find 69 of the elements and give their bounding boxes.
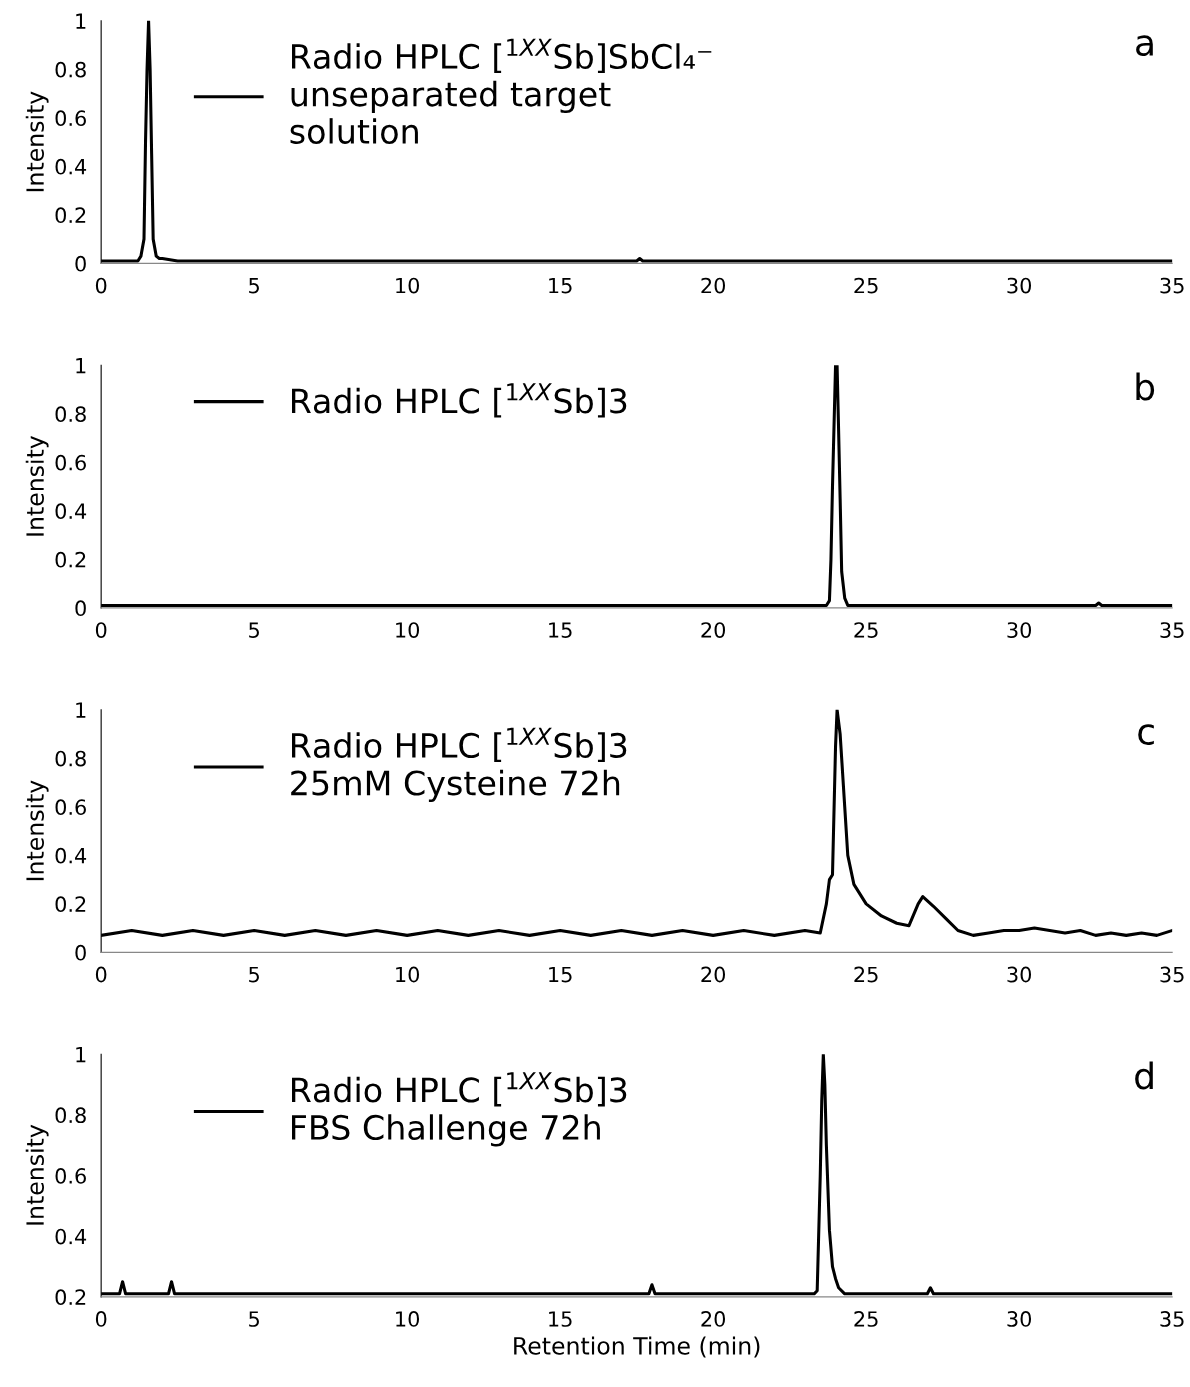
y-tick-label: 1: [76, 13, 86, 29]
x-tick-label: 30: [1007, 1311, 1032, 1327]
y-tick-label: 0.6: [55, 454, 86, 471]
y-tick-label: 0.2: [55, 896, 86, 913]
legend-label: Radio HPLC [$^{1XX}$Sb]3 FBS Challenge 72h: [292, 1072, 627, 1147]
x-tick-label: 20: [701, 1311, 726, 1327]
x-tick-label: 35: [1160, 277, 1184, 294]
x-tick-label: 30: [1007, 966, 1032, 983]
x-tick-label: 25: [854, 966, 878, 983]
y-tick-label: 0.4: [55, 503, 87, 520]
x-tick-label: 5: [249, 277, 259, 294]
x-tick-label: 10: [396, 277, 420, 294]
x-tick-label: 5: [249, 622, 259, 638]
x-tick-label: 10: [396, 966, 420, 983]
y-tick-label: 0.2: [55, 207, 86, 224]
x-tick-label: 25: [854, 277, 878, 294]
legend-label: Radio HPLC [$^{1XX}$Sb]3: [292, 383, 627, 418]
x-tick-label: 25: [854, 622, 878, 638]
x-axis-title: Retention Time (min): [514, 1336, 760, 1358]
x-tick-label: 0: [95, 277, 107, 294]
y-tick-label: 0.2: [55, 551, 86, 568]
x-tick-label: 30: [1007, 622, 1032, 638]
y-axis-title: Intensity: [25, 1124, 49, 1225]
annotation: b: [1136, 372, 1155, 401]
y-tick-label: 0.6: [55, 799, 86, 816]
x-tick-label: 0: [95, 966, 107, 983]
y-tick-label: 0.2: [55, 1289, 86, 1306]
y-axis-title: Intensity: [25, 435, 49, 536]
legend-label: Radio HPLC [$^{1XX}$Sb]SbCl₄⁻ unseparated target solution: [290, 38, 712, 144]
x-tick-label: 30: [1007, 277, 1032, 294]
x-tick-label: 15: [549, 966, 572, 983]
x-tick-label: 25: [854, 1311, 878, 1327]
legend-label: Radio HPLC [$^{1XX}$Sb]3 25mM Cysteine 72h: [291, 727, 627, 803]
y-tick-label: 0.4: [55, 158, 87, 175]
y-tick-label: 1: [76, 1046, 86, 1063]
y-tick-label: 0: [75, 255, 86, 272]
x-tick-label: 35: [1160, 966, 1184, 983]
x-tick-label: 35: [1160, 1311, 1184, 1327]
y-tick-label: 0: [75, 600, 86, 617]
y-axis-title: Intensity: [25, 780, 49, 881]
y-tick-label: 0.8: [55, 750, 86, 767]
y-axis-title: Intensity: [25, 91, 49, 192]
x-tick-label: 20: [701, 966, 726, 983]
x-tick-label: 10: [396, 622, 420, 638]
x-tick-label: 35: [1160, 622, 1184, 638]
y-tick-label: 1: [76, 702, 86, 718]
annotation: c: [1138, 724, 1154, 745]
y-tick-label: 0.8: [55, 406, 86, 423]
y-tick-label: 0.4: [55, 1228, 87, 1245]
y-tick-label: 0: [75, 944, 86, 961]
x-tick-label: 15: [549, 1311, 572, 1327]
x-tick-label: 10: [396, 1311, 420, 1327]
annotation: a: [1136, 35, 1153, 57]
y-tick-label: 1: [76, 358, 86, 374]
x-tick-label: 20: [701, 277, 726, 294]
y-tick-label: 0.8: [55, 1107, 86, 1124]
y-tick-label: 0.8: [55, 61, 86, 78]
y-tick-label: 0.6: [55, 1168, 86, 1184]
x-tick-label: 0: [95, 1311, 107, 1327]
x-tick-label: 5: [249, 1311, 259, 1327]
line-series: [101, 1054, 1173, 1296]
x-tick-label: 20: [701, 622, 726, 638]
x-tick-label: 15: [549, 622, 572, 638]
y-tick-label: 0.6: [55, 110, 86, 127]
x-tick-label: 15: [549, 277, 572, 294]
annotation: d: [1135, 1061, 1153, 1090]
y-tick-label: 0.4: [55, 847, 87, 864]
x-tick-label: 5: [249, 966, 259, 983]
x-tick-label: 0: [95, 622, 107, 638]
